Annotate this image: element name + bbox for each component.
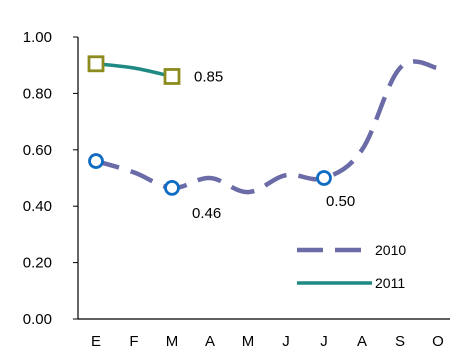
data-label: 0.85	[194, 68, 223, 85]
y-tick-label: 1.00	[23, 29, 52, 46]
y-axis-ticks: 0.00 0.20 0.40 0.60 0.80 1.00	[23, 29, 78, 328]
x-tick-label: M	[166, 333, 179, 350]
series-line-2010	[95, 59, 439, 195]
series-2010-marker	[164, 179, 180, 196]
series-2011-marker	[163, 68, 181, 85]
data-label: 0.50	[326, 193, 355, 210]
series-lines	[95, 59, 439, 195]
legend: 2010 2011	[297, 242, 406, 291]
series-2010-marker	[88, 153, 104, 169]
y-tick-label: 0.80	[23, 85, 52, 102]
legend-label-2011: 2011	[375, 275, 405, 291]
x-tick-label: S	[395, 333, 405, 350]
data-label: 0.46	[192, 205, 221, 222]
y-tick-label: 0.40	[23, 198, 52, 215]
x-tick-label: J	[282, 333, 290, 350]
x-tick-label: A	[357, 333, 367, 350]
y-tick-label: 0.20	[23, 255, 52, 272]
data-labels: 0.85 0.46 0.50	[192, 68, 355, 221]
y-tick-label: 0.00	[23, 311, 52, 328]
y-tick-label: 0.60	[23, 142, 52, 159]
series-2010-marker	[316, 170, 332, 186]
series-2011-marker	[87, 55, 105, 73]
x-tick-label: E	[91, 333, 101, 350]
x-tick-label: O	[432, 333, 444, 350]
legend-label-2010: 2010	[375, 242, 406, 258]
x-tick-label: M	[242, 333, 255, 350]
series-markers	[87, 55, 332, 196]
series-line-2011	[95, 62, 173, 79]
x-tick-label: F	[129, 333, 138, 350]
x-tick-label: J	[320, 333, 328, 350]
x-tick-label: A	[205, 333, 215, 350]
